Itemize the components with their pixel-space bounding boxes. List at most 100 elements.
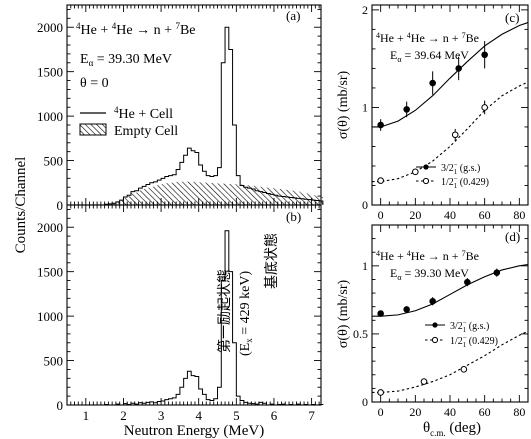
panel-b-frame [66, 204, 322, 406]
ground-state-point [403, 306, 410, 313]
panel-d-legend-filled-marker [432, 322, 438, 328]
panel-c-tag: (c) [505, 10, 519, 25]
histogram-y-axis-label: Counts/Channel [13, 157, 29, 254]
empty-cell-bar [112, 203, 116, 205]
empty-cell-bar [206, 182, 210, 205]
annot-ground-state: 基底状態 [263, 233, 280, 289]
panel-a-energy: Eα = 39.30 MeV [80, 52, 172, 68]
panel-d-plot [372, 263, 529, 396]
ground-state-point [464, 278, 471, 286]
empty-cell-bar [130, 193, 135, 205]
empty-cell-bar [243, 185, 248, 205]
ground-state-point [403, 106, 410, 113]
panel-c-legend-excited: 1/2− 1 (0.429) [441, 175, 489, 190]
excited-state-fit-curve [372, 330, 529, 394]
x-tick-label: 0 [378, 208, 384, 222]
panel-b: 0 500 1000 1500 2000 1 2 3 4 5 6 7 (b) 第一励起状態 (Ex =… [37, 204, 324, 439]
empty-cell-bar [142, 189, 147, 205]
panel-b-ticks: 0 500 1000 1500 2000 1 2 3 4 5 6 7 [37, 205, 321, 423]
panel-d-ticks: 0 0.5 1 0 20 40 60 80 [353, 225, 529, 419]
empty-cell-bar [236, 184, 241, 205]
empty-cell-bar [221, 183, 226, 205]
legend-empty-cell-label: Empty Cell [114, 124, 178, 139]
panel-d-legend-excited: 1/2− 1 (0.429) [450, 334, 498, 349]
empty-cell-bar [164, 183, 169, 205]
empty-cell-bar [191, 181, 195, 205]
empty-cell-bar [183, 181, 188, 205]
x-tick-label: 20 [409, 405, 421, 419]
panel-b-tag: (b) [286, 209, 301, 224]
empty-cell-bar [153, 185, 158, 205]
y-tick-label: 0.5 [353, 327, 368, 341]
empty-cell-bar [262, 187, 267, 205]
empty-cell-bar [138, 190, 143, 205]
panel-c-legend-gs: 3/2− 1 (g.s.) [441, 161, 480, 176]
y-tick-label: 2000 [37, 220, 63, 235]
panel-d-y-axis-label: σ(θ) (mb/sr) [336, 280, 351, 349]
ground-state-point [455, 65, 462, 72]
y-tick-label: 2000 [37, 20, 63, 35]
excited-state-point [481, 104, 488, 111]
panel-d-legend-open-marker [431, 336, 439, 344]
y-tick-label: 0 [57, 198, 64, 213]
panel-d-reaction-title: 4He + 4He → n + 7Be [376, 249, 479, 263]
excited-state-point [420, 378, 428, 385]
ground-state-point [429, 79, 436, 87]
panel-d-x-axis-label: θc.m. (deg) [423, 420, 481, 438]
y-tick-label: 0 [57, 398, 64, 413]
annot-excitation-energy: (Ex = 429 keV) [238, 271, 254, 356]
panel-a-reaction-title: 4He + 4He → n + 7Be [76, 21, 196, 38]
x-tick-label: 6 [271, 408, 278, 423]
empty-cell-bar [247, 185, 252, 205]
x-tick-label: 20 [409, 208, 421, 222]
x-tick-label: 80 [513, 405, 525, 419]
panel-c-legend-filled-marker [423, 164, 429, 170]
panel-c-legend-open-marker [422, 177, 430, 185]
y-tick-label: 1500 [37, 265, 63, 280]
excited-state-point [377, 177, 384, 184]
empty-cell-bar [232, 184, 237, 205]
excited-state-point [377, 389, 384, 396]
empty-cell-bar [281, 189, 286, 205]
empty-cell-bar [119, 200, 124, 205]
y-tick-label: 1000 [37, 309, 63, 324]
annot-first-excited-state: 第一励起状態 [216, 269, 233, 353]
ground-state-fit-curve [372, 263, 529, 317]
ground-state-fit-curve [372, 22, 529, 128]
excited-state-point [412, 168, 419, 176]
ground-state-point [377, 310, 384, 317]
x-tick-label: 4 [195, 408, 202, 423]
empty-cell-bar [202, 182, 207, 205]
y-tick-label: 1 [362, 259, 368, 273]
empty-cell-bar [270, 188, 274, 205]
empty-cell-bar [176, 181, 180, 205]
x-tick-label: 60 [479, 405, 491, 419]
x-tick-label: 40 [444, 405, 456, 419]
panel-c-plot [372, 22, 529, 184]
empty-cell-bar [115, 202, 120, 205]
excited-state-point [460, 366, 468, 373]
panel-a-theta: θ = 0 [80, 76, 109, 91]
empty-cell-bar [209, 182, 214, 205]
ground-state-point [493, 269, 501, 276]
empty-cell-bar [149, 186, 154, 205]
legend-cell-label: 4He + Cell [114, 105, 173, 122]
empty-cell-bar [258, 186, 263, 205]
empty-cell-bar [255, 186, 259, 205]
empty-cell-bar [146, 187, 150, 205]
empty-cell-bar [134, 192, 139, 205]
empty-cell-bar [273, 188, 278, 205]
panel-a-tag: (a) [286, 8, 300, 23]
empty-cell-bar [266, 187, 271, 205]
y-tick-label: 1 [362, 100, 368, 114]
empty-cell-bar [277, 189, 282, 205]
panel-b-difference-histogram [104, 230, 324, 406]
empty-cell-bar [168, 182, 173, 205]
empty-cell-bar [240, 184, 244, 205]
empty-cell-bar [213, 183, 218, 205]
y-tick-label: 500 [44, 354, 64, 369]
panel-c-reaction-title: 4He + 4He → n + 7Be [376, 31, 479, 45]
